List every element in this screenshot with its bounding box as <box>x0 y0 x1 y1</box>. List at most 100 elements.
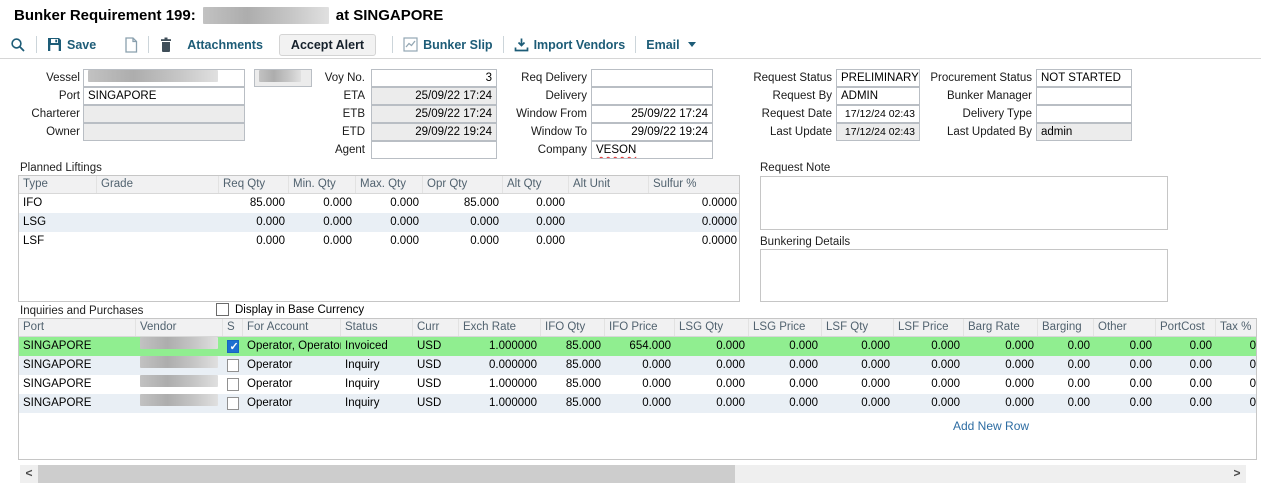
scrollbar-thumb[interactable] <box>38 465 735 483</box>
planned-lifting-row[interactable]: IFO 85.000 0.000 0.000 85.000 0.000 0.00… <box>19 194 739 213</box>
voy-no-field[interactable]: 3 <box>371 69 497 87</box>
agent-field[interactable] <box>371 141 497 159</box>
add-new-row-link[interactable]: Add New Row <box>953 419 1257 433</box>
toolbar: Save Attachments Accept Alert Bunker Sli… <box>0 31 1261 59</box>
cell-alt-qty: 0.000 <box>503 232 569 251</box>
row-select-checkbox[interactable] <box>227 340 239 353</box>
cell-lsf-qty: 0.000 <box>822 394 894 413</box>
company-value: VESON <box>596 144 636 156</box>
column-header-lsf-qty[interactable]: LSF Qty <box>822 319 894 336</box>
procurement-status-field[interactable]: NOT STARTED <box>1036 69 1132 87</box>
company-field[interactable]: VESON <box>591 141 713 159</box>
cell-ifo-price: 0.000 <box>605 375 675 394</box>
inquiry-row[interactable]: SINGAPORE Operator, Operator Invoiced US… <box>19 337 1256 356</box>
cell-portcost: 0.00 <box>1156 394 1216 413</box>
column-header-port[interactable]: Port <box>19 319 136 336</box>
column-header-other[interactable]: Other <box>1094 319 1156 336</box>
bunkering-details-textarea[interactable] <box>760 249 1168 302</box>
column-header-barging[interactable]: Barging <box>1038 319 1094 336</box>
window-to-field[interactable]: 29/09/22 19:24 <box>591 123 713 141</box>
planned-lifting-row[interactable]: LSG 0.000 0.000 0.000 0.000 0.000 0.0000 <box>19 213 739 232</box>
cell-tax: 0.00 <box>1216 375 1257 394</box>
search-button[interactable] <box>10 37 26 53</box>
delivery-label: Delivery <box>508 87 587 105</box>
bunker-manager-field[interactable] <box>1036 87 1132 105</box>
owner-label: Owner <box>8 123 80 141</box>
row-select-checkbox[interactable] <box>227 397 239 410</box>
save-button[interactable]: Save <box>47 37 96 52</box>
email-dropdown-button[interactable]: Email <box>646 38 695 52</box>
column-header-req-qty[interactable]: Req Qty <box>219 176 289 193</box>
column-header-status[interactable]: Status <box>341 319 413 336</box>
column-header-grade[interactable]: Grade <box>97 176 219 193</box>
display-base-currency-toggle[interactable]: Display in Base Currency <box>216 303 364 316</box>
scroll-right-arrow-icon[interactable]: > <box>1228 465 1246 483</box>
cell-sulfur: 0.0000 <box>649 213 740 232</box>
cell-tax: 0.00 <box>1216 337 1257 356</box>
column-header-ifo-qty[interactable]: IFO Qty <box>541 319 605 336</box>
attachments-button[interactable]: Attachments <box>187 38 263 52</box>
accept-alert-button[interactable]: Accept Alert <box>279 34 376 56</box>
column-header-barg-rate[interactable]: Barg Rate <box>964 319 1038 336</box>
column-header-opr-qty[interactable]: Opr Qty <box>423 176 503 193</box>
column-header-vendor[interactable]: Vendor <box>136 319 223 336</box>
column-header-ifo-price[interactable]: IFO Price <box>605 319 675 336</box>
column-header-lsg-price[interactable]: LSG Price <box>749 319 822 336</box>
column-header-curr[interactable]: Curr <box>413 319 459 336</box>
cell-status: Inquiry <box>341 394 413 413</box>
column-header-type[interactable]: Type <box>19 176 97 193</box>
column-header-lsg-qty[interactable]: LSG Qty <box>675 319 749 336</box>
column-header-exch-rate[interactable]: Exch Rate <box>459 319 541 336</box>
column-header-tax[interactable]: Tax % <box>1216 319 1257 336</box>
scroll-left-arrow-icon[interactable]: < <box>20 465 38 483</box>
planned-liftings-header: Type Grade Req Qty Min. Qty Max. Qty Opr… <box>19 176 739 194</box>
inquiry-row[interactable]: SINGAPORE Operator Inquiry USD 0.000000 … <box>19 356 1256 375</box>
request-by-field[interactable]: ADMIN <box>836 87 920 105</box>
bunkering-details-label: Bunkering Details <box>760 236 850 248</box>
port-field[interactable]: SINGAPORE <box>83 87 245 105</box>
cell-other: 0.00 <box>1094 337 1156 356</box>
inquiry-row[interactable]: SINGAPORE Operator Inquiry USD 1.000000 … <box>19 394 1256 413</box>
vessel-field[interactable] <box>83 69 245 87</box>
window-from-field[interactable]: 25/09/22 17:24 <box>591 105 713 123</box>
inquiry-row[interactable]: SINGAPORE Operator Inquiry USD 1.000000 … <box>19 375 1256 394</box>
last-update-label: Last Update <box>744 123 832 141</box>
cell-status: Invoiced <box>341 337 413 356</box>
delivery-type-field[interactable] <box>1036 105 1132 123</box>
cell-ifo-qty: 85.000 <box>541 337 605 356</box>
horizontal-scrollbar[interactable]: < > <box>20 465 1246 483</box>
column-header-alt-unit[interactable]: Alt Unit <box>569 176 649 193</box>
column-header-alt-qty[interactable]: Alt Qty <box>503 176 569 193</box>
column-header-sulfur[interactable]: Sulfur % <box>649 176 740 193</box>
row-select-checkbox[interactable] <box>227 378 239 391</box>
import-vendors-button[interactable]: Import Vendors <box>514 37 626 52</box>
bunker-slip-button[interactable]: Bunker Slip <box>403 37 492 52</box>
request-status-field[interactable]: PRELIMINARY <box>836 69 920 87</box>
delete-button[interactable] <box>159 37 173 53</box>
column-header-max-qty[interactable]: Max. Qty <box>356 176 423 193</box>
agent-label: Agent <box>300 141 365 159</box>
planned-lifting-row[interactable]: LSF 0.000 0.000 0.000 0.000 0.000 0.0000 <box>19 232 739 251</box>
cell-alt-unit <box>569 194 649 213</box>
display-base-currency-checkbox[interactable] <box>216 303 229 316</box>
column-header-for-account[interactable]: For Account <box>243 319 341 336</box>
request-date-field[interactable]: 17/12/24 02:43 <box>836 105 920 123</box>
row-select-checkbox[interactable] <box>227 359 239 372</box>
column-header-portcost[interactable]: PortCost <box>1156 319 1216 336</box>
cell-lsf-qty: 0.000 <box>822 337 894 356</box>
delivery-field[interactable] <box>591 87 713 105</box>
request-status-label: Request Status <box>744 69 832 87</box>
column-header-s[interactable]: S <box>223 319 243 336</box>
cell-grade <box>97 194 219 213</box>
save-icon <box>47 37 62 52</box>
column-header-min-qty[interactable]: Min. Qty <box>289 176 356 193</box>
request-note-textarea[interactable] <box>760 176 1168 230</box>
cell-barging: 0.00 <box>1038 356 1094 375</box>
new-document-button[interactable] <box>124 37 138 53</box>
redacted-vessel-name <box>203 7 329 24</box>
req-delivery-field[interactable] <box>591 69 713 87</box>
column-header-lsf-price[interactable]: LSF Price <box>894 319 964 336</box>
trash-icon <box>159 37 173 53</box>
cell-sulfur: 0.0000 <box>649 194 740 213</box>
cell-ifo-qty: 85.000 <box>541 394 605 413</box>
